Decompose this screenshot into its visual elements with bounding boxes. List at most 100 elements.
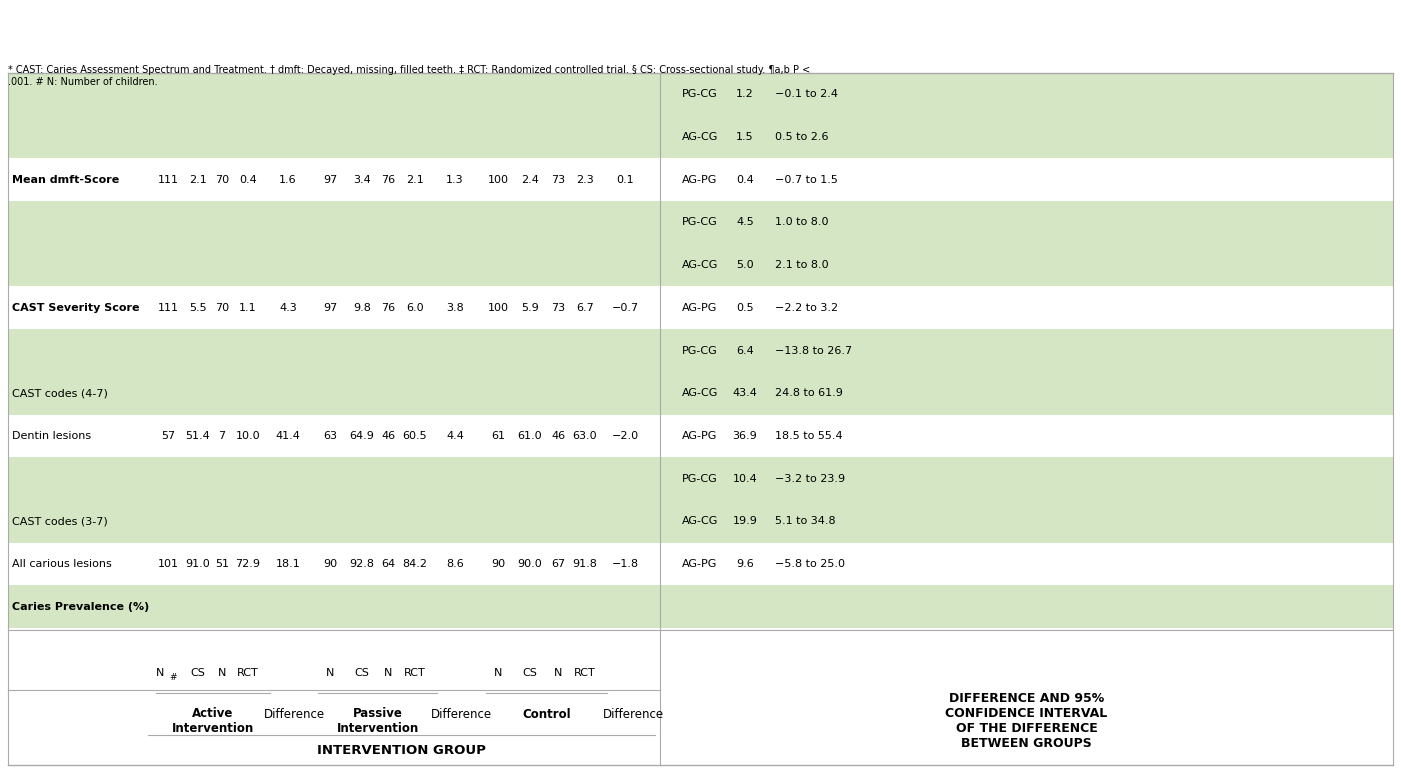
Text: 72.9: 72.9	[235, 559, 261, 569]
Text: 2.3: 2.3	[576, 175, 594, 185]
Text: 19.9: 19.9	[733, 516, 758, 526]
Text: AG-CG: AG-CG	[682, 261, 719, 270]
Text: −0.7: −0.7	[611, 303, 639, 313]
Text: 5.9: 5.9	[521, 303, 539, 313]
Text: 100: 100	[488, 175, 509, 185]
Text: 0.4: 0.4	[736, 175, 754, 185]
Text: Passive
Intervention: Passive Intervention	[336, 707, 419, 735]
Text: 2.4: 2.4	[521, 175, 539, 185]
Text: 70: 70	[214, 175, 228, 185]
Text: 91.0: 91.0	[185, 559, 210, 569]
Text: CS: CS	[191, 668, 206, 678]
Text: 3.8: 3.8	[446, 303, 464, 313]
Text: 67: 67	[551, 559, 565, 569]
Text: N: N	[384, 668, 392, 678]
Text: 5.1 to 34.8: 5.1 to 34.8	[775, 516, 835, 526]
Text: * CAST: Caries Assessment Spectrum and Treatment. † dmft: Decayed, missing, fill: * CAST: Caries Assessment Spectrum and T…	[8, 65, 810, 87]
Text: N: N	[156, 668, 164, 678]
Bar	[8, 414, 1393, 458]
Bar	[8, 585, 1393, 628]
Text: CAST Severity Score: CAST Severity Score	[13, 303, 140, 313]
Text: 46: 46	[381, 431, 395, 441]
Text: 51: 51	[214, 559, 228, 569]
Text: N: N	[553, 668, 562, 678]
Text: 101: 101	[157, 559, 178, 569]
Text: 61.0: 61.0	[518, 431, 542, 441]
Text: 61: 61	[490, 431, 504, 441]
Text: RCT: RCT	[237, 668, 259, 678]
Text: 1.6: 1.6	[279, 175, 297, 185]
Text: N: N	[217, 668, 226, 678]
Text: 7: 7	[219, 431, 226, 441]
Bar	[8, 329, 1393, 414]
Text: 10.0: 10.0	[235, 431, 261, 441]
Text: 76: 76	[381, 175, 395, 185]
Bar	[8, 201, 1393, 287]
Text: 51.4: 51.4	[185, 431, 210, 441]
Text: 0.1: 0.1	[616, 175, 633, 185]
Text: 1.0 to 8.0: 1.0 to 8.0	[775, 217, 828, 227]
Text: Mean dmft-Score: Mean dmft-Score	[13, 175, 119, 185]
Text: 9.6: 9.6	[736, 559, 754, 569]
Text: PG-CG: PG-CG	[682, 474, 717, 484]
Text: AG-PG: AG-PG	[682, 303, 717, 313]
Text: 10.4: 10.4	[733, 474, 758, 484]
Text: −0.7 to 1.5: −0.7 to 1.5	[775, 175, 838, 185]
Text: RCT: RCT	[574, 668, 595, 678]
Text: 36.9: 36.9	[733, 431, 758, 441]
Text: −2.2 to 3.2: −2.2 to 3.2	[775, 303, 838, 313]
Text: CS: CS	[523, 668, 538, 678]
Text: RCT: RCT	[403, 668, 426, 678]
Text: 111: 111	[157, 303, 178, 313]
Text: Difference: Difference	[432, 709, 492, 721]
Text: Control: Control	[523, 709, 570, 721]
Text: 60.5: 60.5	[402, 431, 427, 441]
Text: 63.0: 63.0	[573, 431, 597, 441]
Text: 73: 73	[551, 175, 565, 185]
Text: 6.7: 6.7	[576, 303, 594, 313]
Text: 2.1: 2.1	[406, 175, 425, 185]
Text: PG-CG: PG-CG	[682, 217, 717, 227]
Text: AG-PG: AG-PG	[682, 175, 717, 185]
Text: 70: 70	[214, 303, 228, 313]
Text: Caries Prevalence (%): Caries Prevalence (%)	[13, 601, 150, 611]
Text: AG-CG: AG-CG	[682, 388, 719, 398]
Text: 41.4: 41.4	[276, 431, 300, 441]
Text: AG-PG: AG-PG	[682, 559, 717, 569]
Text: N: N	[493, 668, 502, 678]
Text: 0.5 to 2.6: 0.5 to 2.6	[775, 132, 828, 142]
Text: 18.1: 18.1	[276, 559, 300, 569]
Text: 64.9: 64.9	[350, 431, 374, 441]
Text: 111: 111	[157, 175, 178, 185]
Text: −13.8 to 26.7: −13.8 to 26.7	[775, 346, 852, 356]
Text: All carious lesions: All carious lesions	[13, 559, 112, 569]
Text: 1.2: 1.2	[736, 90, 754, 100]
Text: 2.1: 2.1	[189, 175, 207, 185]
Text: 84.2: 84.2	[402, 559, 427, 569]
Text: 0.5: 0.5	[736, 303, 754, 313]
Text: 1.5: 1.5	[736, 132, 754, 142]
Text: −2.0: −2.0	[611, 431, 639, 441]
Text: 6.0: 6.0	[406, 303, 425, 313]
Text: 24.8 to 61.9: 24.8 to 61.9	[775, 388, 843, 398]
Text: 4.5: 4.5	[736, 217, 754, 227]
Text: #: #	[170, 673, 177, 682]
Text: −1.8: −1.8	[611, 559, 639, 569]
Text: 4.4: 4.4	[446, 431, 464, 441]
Text: 64: 64	[381, 559, 395, 569]
Text: Dentin lesions: Dentin lesions	[13, 431, 91, 441]
Text: AG-CG: AG-CG	[682, 516, 719, 526]
Text: PG-CG: PG-CG	[682, 346, 717, 356]
Bar	[8, 73, 1393, 765]
Text: 46: 46	[551, 431, 565, 441]
Text: 90: 90	[490, 559, 506, 569]
Bar	[8, 628, 1393, 765]
Text: 9.8: 9.8	[353, 303, 371, 313]
Text: −5.8 to 25.0: −5.8 to 25.0	[775, 559, 845, 569]
Text: AG-PG: AG-PG	[682, 431, 717, 441]
Bar	[8, 287, 1393, 329]
Text: CS: CS	[354, 668, 370, 678]
Text: 91.8: 91.8	[573, 559, 597, 569]
Text: 5.0: 5.0	[736, 261, 754, 270]
Text: 6.4: 6.4	[736, 346, 754, 356]
